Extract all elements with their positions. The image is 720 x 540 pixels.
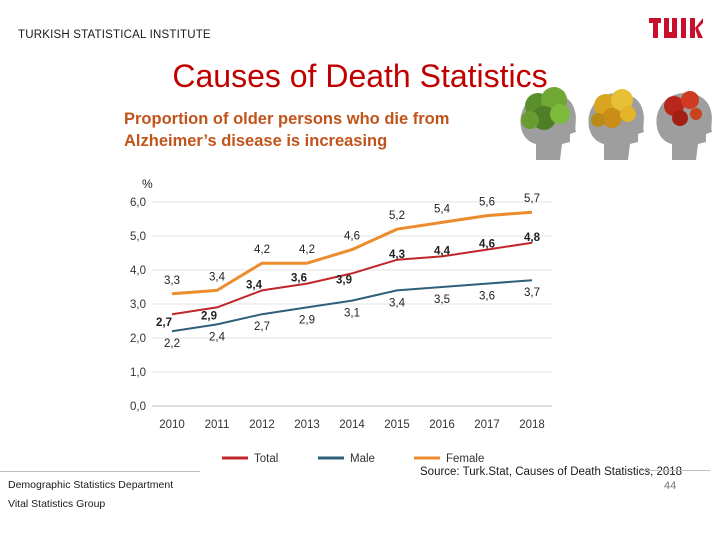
x-tick-label: 2012 — [249, 419, 275, 431]
data-label-female: 4,2 — [299, 244, 315, 256]
data-label-total: 3,9 — [336, 274, 352, 286]
y-tick-label: 1,0 — [130, 367, 146, 379]
legend-label-total: Total — [254, 453, 278, 465]
yellow-head-icon — [588, 89, 644, 160]
series-line-total — [171, 241, 533, 316]
alzheimer-death-proportion-chart: % 0,0 1,0 2,0 3,0 4,0 5,0 6,0 2010 2011 2012 2013… — [130, 177, 552, 465]
data-label-male: 3,1 — [344, 308, 360, 320]
department-info: Demographic Statistics Department Vital … — [8, 476, 173, 514]
data-label-male: 2,4 — [209, 331, 226, 343]
data-label-male: 3,5 — [434, 294, 450, 306]
data-label-male: 2,2 — [164, 338, 180, 350]
data-label-male: 3,6 — [479, 291, 495, 303]
footer-divider — [0, 471, 200, 472]
data-label-female: 5,2 — [389, 210, 405, 222]
x-tick-label: 2018 — [519, 419, 545, 431]
x-tick-label: 2015 — [384, 419, 410, 431]
data-label-female: 3,3 — [164, 275, 180, 287]
x-tick-label: 2010 — [159, 419, 185, 431]
data-label-female: 5,4 — [434, 203, 451, 215]
data-label-total: 3,6 — [291, 273, 307, 285]
data-label-male: 3,7 — [524, 287, 540, 299]
data-label-total: 4,3 — [389, 249, 405, 261]
data-label-total: 4,8 — [524, 232, 541, 244]
data-label-female: 3,4 — [209, 271, 226, 283]
source-note: Source: Turk.Stat, Causes of Death Stati… — [420, 466, 683, 478]
subtitle: Proportion of older persons who die from… — [124, 108, 449, 152]
data-label-male: 2,9 — [299, 314, 315, 326]
tuik-logo — [649, 18, 703, 38]
legend-label-female: Female — [446, 453, 484, 465]
legend-label-male: Male — [350, 453, 375, 465]
series-line-male — [171, 279, 533, 333]
y-tick-label: 2,0 — [130, 333, 146, 345]
red-head-icon — [656, 91, 712, 160]
page-number: 44 — [664, 480, 677, 492]
data-label-total: 2,7 — [156, 317, 172, 329]
data-label-male: 2,7 — [254, 321, 270, 333]
x-tick-label: 2014 — [339, 419, 365, 431]
data-label-total: 3,4 — [246, 279, 263, 291]
organization-name: TURKISH STATISTICAL INSTITUTE — [18, 29, 211, 41]
green-head-icon — [520, 87, 576, 160]
y-axis-label: % — [142, 177, 153, 191]
page-title: Causes of Death Statistics — [172, 58, 548, 94]
subtitle-line-2: Alzheimer’s disease is increasing — [124, 132, 388, 150]
data-label-total: 4,4 — [434, 245, 451, 257]
y-tick-label: 6,0 — [130, 197, 146, 209]
y-tick-label: 3,0 — [130, 299, 146, 311]
x-tick-label: 2011 — [205, 419, 230, 431]
alzheimer-heads-illustration — [520, 87, 712, 160]
series-line-female — [171, 210, 533, 296]
y-tick-label: 0,0 — [130, 401, 146, 413]
y-tick-label: 4,0 — [130, 265, 146, 277]
x-tick-label: 2017 — [474, 419, 500, 431]
data-label-female: 4,2 — [254, 244, 270, 256]
page-number-divider — [640, 470, 710, 471]
x-tick-label: 2016 — [429, 419, 455, 431]
data-label-total: 4,6 — [479, 239, 495, 251]
data-label-female: 5,6 — [479, 197, 495, 209]
data-label-male: 3,4 — [389, 297, 406, 309]
data-label-female: 5,7 — [524, 193, 540, 205]
group-name: Vital Statistics Group — [8, 498, 106, 510]
x-tick-label: 2013 — [294, 419, 320, 431]
data-label-total: 2,9 — [201, 310, 217, 322]
y-tick-label: 5,0 — [130, 231, 146, 243]
department-name: Demographic Statistics Department — [8, 479, 174, 491]
subtitle-line-1: Proportion of older persons who die from — [124, 110, 450, 128]
data-label-female: 4,6 — [344, 231, 360, 243]
